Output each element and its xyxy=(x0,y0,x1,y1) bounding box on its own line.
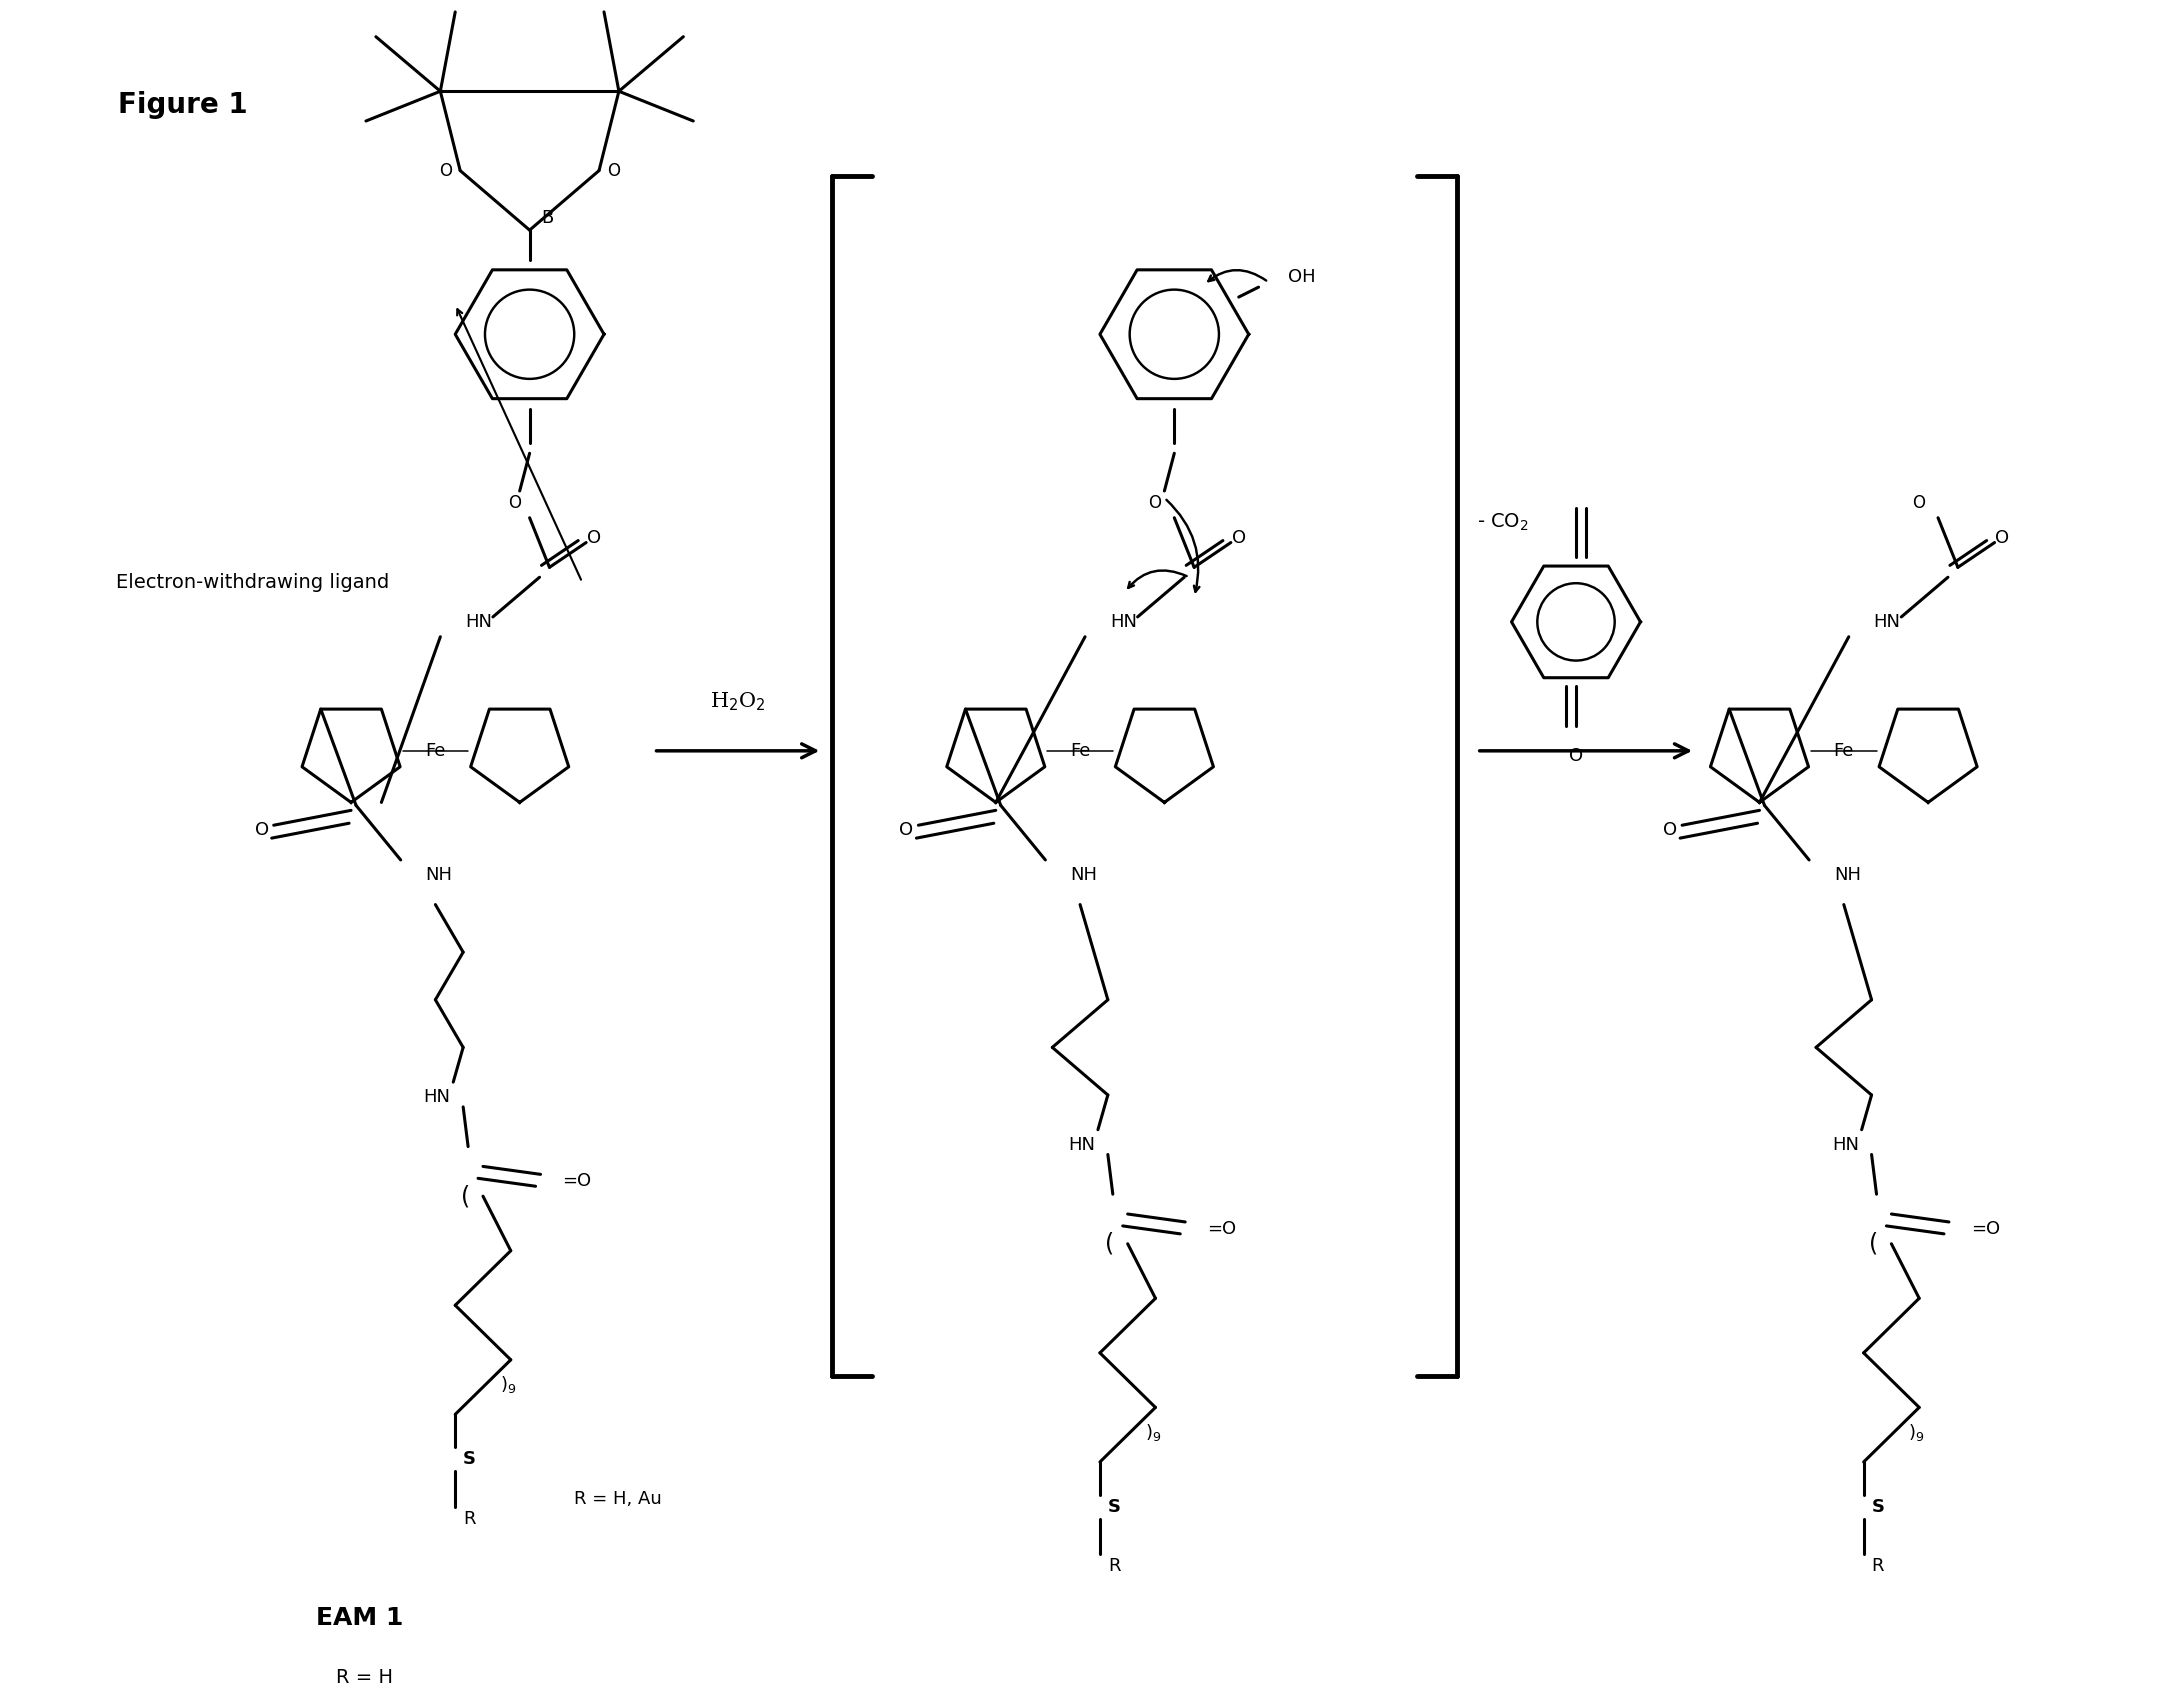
Text: O: O xyxy=(1912,494,1925,513)
Text: )$_9$: )$_9$ xyxy=(499,1374,517,1395)
Text: O: O xyxy=(438,162,451,179)
Text: R: R xyxy=(462,1509,475,1528)
Text: S: S xyxy=(1107,1497,1121,1516)
Text: NH: NH xyxy=(425,865,453,884)
Text: =O: =O xyxy=(562,1172,591,1190)
Text: O: O xyxy=(508,494,521,513)
Text: B: B xyxy=(541,209,554,226)
Text: R: R xyxy=(1107,1557,1121,1575)
Text: =O: =O xyxy=(1971,1219,1999,1238)
Text: O: O xyxy=(1232,528,1245,547)
Text: HN: HN xyxy=(464,613,493,630)
Text: (: ( xyxy=(460,1184,469,1207)
Text: Fe: Fe xyxy=(1070,743,1090,760)
Text: O: O xyxy=(255,821,268,840)
Text: O: O xyxy=(900,821,913,840)
Text: R = H: R = H xyxy=(336,1667,392,1686)
Text: (: ( xyxy=(1105,1231,1114,1255)
Text: HN: HN xyxy=(1873,613,1901,630)
Text: O: O xyxy=(1663,821,1676,840)
Text: OH: OH xyxy=(1288,267,1317,286)
Text: R: R xyxy=(1873,1557,1884,1575)
Text: HN: HN xyxy=(423,1088,451,1105)
Text: HN: HN xyxy=(1068,1136,1094,1153)
Text: )$_9$: )$_9$ xyxy=(1908,1422,1925,1442)
Text: Figure 1: Figure 1 xyxy=(118,92,249,119)
Text: R = H, Au: R = H, Au xyxy=(573,1490,663,1507)
Text: HN: HN xyxy=(1110,613,1136,630)
Text: NH: NH xyxy=(1070,865,1097,884)
Text: S: S xyxy=(462,1449,475,1468)
Text: )$_9$: )$_9$ xyxy=(1144,1422,1162,1442)
Text: NH: NH xyxy=(1833,865,1862,884)
Text: =O: =O xyxy=(1208,1219,1236,1238)
Text: (: ( xyxy=(1868,1231,1879,1255)
Text: O: O xyxy=(586,528,602,547)
Text: S: S xyxy=(1873,1497,1884,1516)
Text: HN: HN xyxy=(1831,1136,1860,1153)
Text: Fe: Fe xyxy=(1833,743,1853,760)
Text: H$_2$O$_2$: H$_2$O$_2$ xyxy=(711,690,765,712)
Text: EAM 1: EAM 1 xyxy=(316,1606,403,1630)
Text: O: O xyxy=(1995,528,2010,547)
Text: - CO$_2$: - CO$_2$ xyxy=(1476,513,1528,533)
Text: Electron-withdrawing ligand: Electron-withdrawing ligand xyxy=(116,572,390,591)
Text: Fe: Fe xyxy=(425,743,445,760)
Text: O: O xyxy=(1570,748,1583,765)
Text: O: O xyxy=(1149,494,1162,513)
Text: O: O xyxy=(608,162,621,179)
